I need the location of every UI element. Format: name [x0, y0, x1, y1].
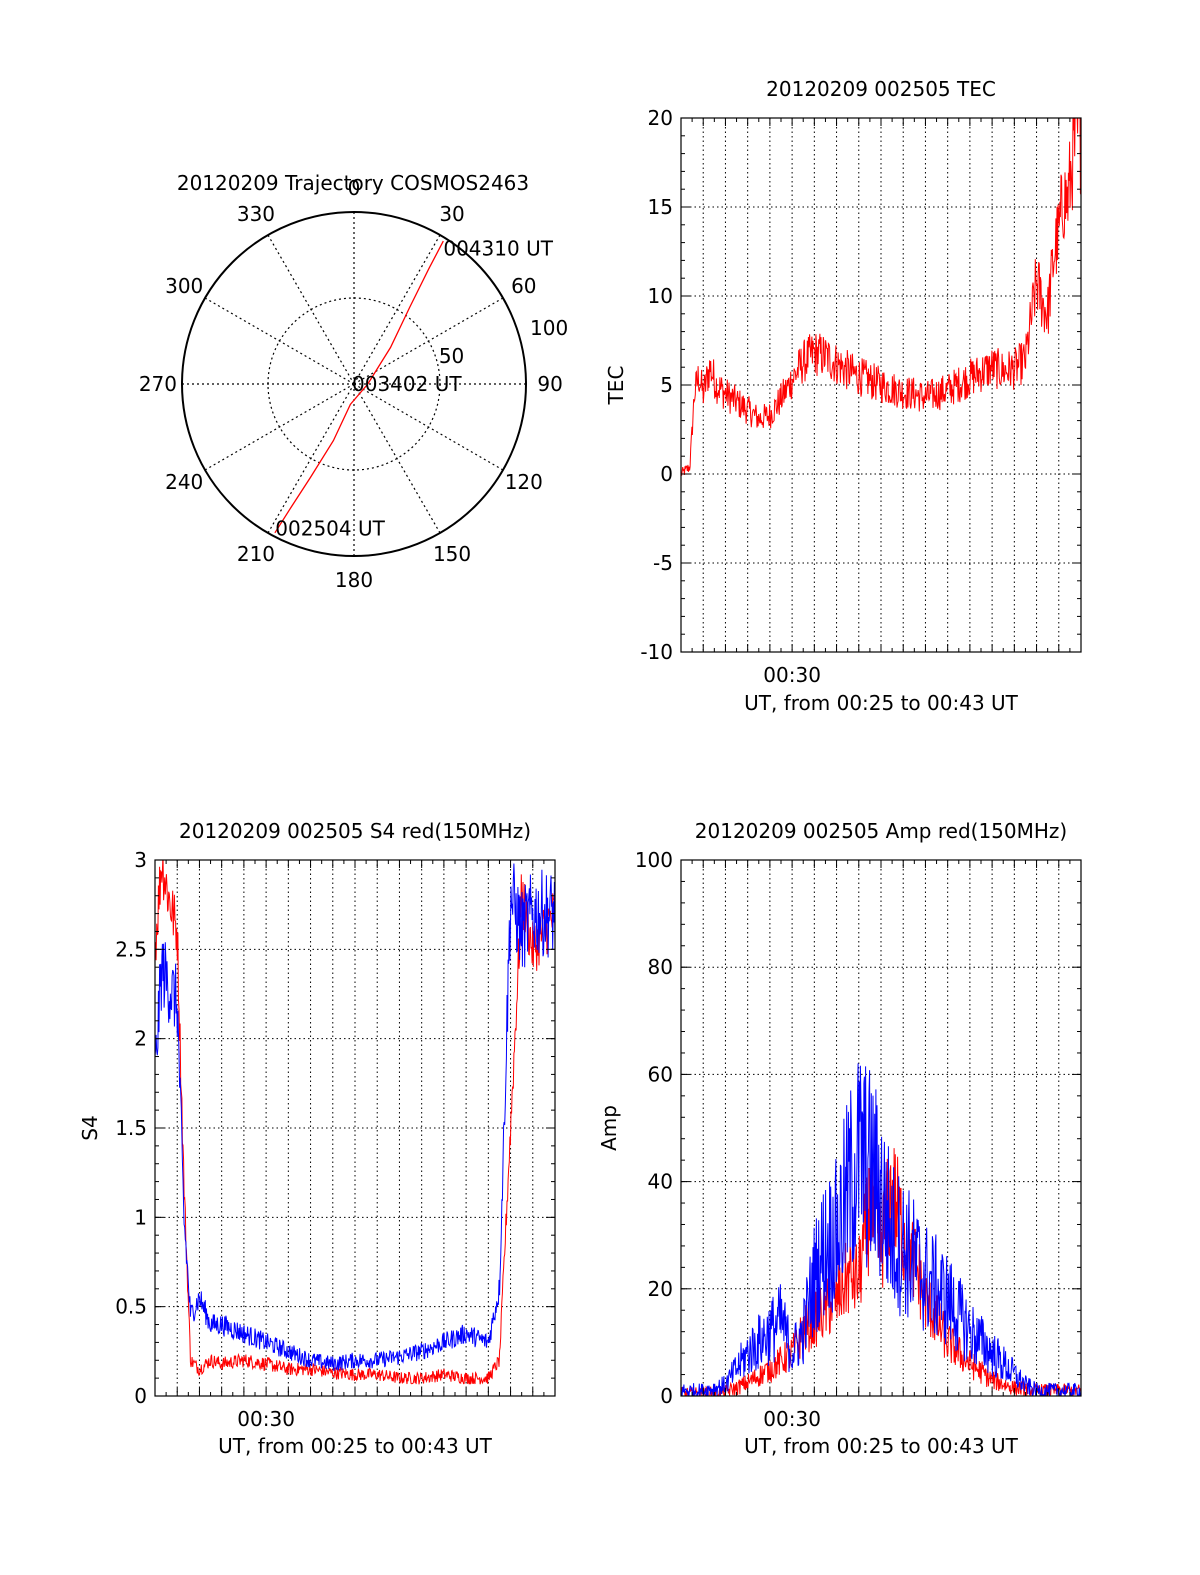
y-tick-label: 20	[648, 1277, 673, 1301]
series-line	[681, 1063, 1081, 1396]
y-tick-label: 0	[660, 462, 673, 486]
polar-azimuth-label: 60	[511, 274, 536, 298]
series-line	[681, 118, 1081, 476]
tec-xlabel: UT, from 00:25 to 00:43 UT	[744, 691, 1019, 715]
polar-spoke	[267, 234, 355, 385]
polar-azimuth-label: 90	[537, 372, 562, 396]
y-tick-label: 0	[134, 1384, 147, 1408]
y-tick-label: 1.5	[115, 1116, 147, 1140]
y-tick-label: -5	[653, 551, 673, 575]
s4-ylabel: S4	[78, 1115, 102, 1140]
polar-spoke	[353, 234, 441, 385]
series-line	[681, 1148, 1081, 1396]
polar-annotation: 003402 UT	[352, 372, 462, 396]
series-line	[155, 863, 555, 1372]
polar-spoke	[353, 297, 504, 385]
series-line	[155, 860, 555, 1385]
amp-title: 20120209 002505 Amp red(150MHz)	[695, 819, 1067, 843]
tick-marks	[680, 117, 1082, 653]
series-group	[681, 1063, 1081, 1396]
polar-trajectory-line	[274, 240, 444, 534]
polar-azimuth-label: 330	[237, 202, 275, 226]
y-tick-label: 5	[660, 373, 673, 397]
y-tick-label: 2.5	[115, 937, 147, 961]
polar-ring-labels: 50 100	[439, 316, 568, 368]
polar-azimuth-label: 0	[348, 176, 361, 200]
x-tick-label: 00:30	[237, 1407, 295, 1431]
grid-lines	[681, 860, 1081, 1396]
s4-chart: 20120209 002505 S4 red(150MHz) S4 UT, fr…	[78, 819, 556, 1458]
s4-title: 20120209 002505 S4 red(150MHz)	[179, 819, 531, 843]
tick-marks	[154, 859, 556, 1397]
polar-title: 20120209 Trajectory COSMOS2463	[177, 171, 529, 195]
polar-azimuth-label: 270	[139, 372, 177, 396]
polar-annotations: 004310 UT 003402 UT 002504 UT	[275, 237, 553, 541]
polar-spoke	[204, 297, 355, 385]
polar-spoke	[267, 383, 355, 534]
y-tick-label: 1	[134, 1205, 147, 1229]
y-tick-label: 80	[648, 955, 673, 979]
y-tick-label: 100	[635, 848, 673, 872]
y-tick-label: 3	[134, 848, 147, 872]
polar-annotation: 004310 UT	[443, 237, 553, 261]
tec-ylabel: TEC	[604, 366, 628, 406]
tec-chart: 20120209 002505 TEC TEC UT, from 00:25 t…	[604, 77, 1082, 715]
polar-spoke	[204, 383, 355, 471]
polar-spoke	[353, 383, 504, 471]
polar-azimuth-label: 180	[335, 568, 373, 592]
y-tick-label: 20	[648, 106, 673, 130]
y-tick-label: 10	[648, 284, 673, 308]
polar-azimuth-label: 120	[505, 470, 543, 494]
grid-lines	[155, 860, 555, 1396]
y-tick-label: 40	[648, 1170, 673, 1194]
tec-title: 20120209 002505 TEC	[766, 77, 996, 101]
y-tick-label: -10	[640, 640, 673, 664]
tick-marks	[680, 859, 1082, 1397]
polar-azimuth-label: 300	[165, 274, 203, 298]
y-tick-label: 0.5	[115, 1295, 147, 1319]
polar-azimuth-label: 150	[433, 542, 471, 566]
polar-ring-label: 100	[530, 316, 568, 340]
amp-ylabel: Amp	[597, 1105, 621, 1151]
polar-grid	[181, 211, 527, 557]
polar-trajectory-path	[274, 240, 444, 534]
y-tick-label: 15	[648, 195, 673, 219]
amp-xlabel: UT, from 00:25 to 00:43 UT	[744, 1434, 1019, 1458]
series-group	[681, 118, 1081, 476]
y-tick-label: 60	[648, 1062, 673, 1086]
y-tick-label: 2	[134, 1027, 147, 1051]
polar-azimuth-label: 240	[165, 470, 203, 494]
polar-spoke	[353, 383, 441, 534]
series-group	[155, 860, 555, 1385]
x-tick-label: 00:30	[763, 1407, 821, 1431]
polar-azimuth-label: 30	[439, 202, 464, 226]
polar-ring-label: 50	[439, 344, 464, 368]
s4-xlabel: UT, from 00:25 to 00:43 UT	[218, 1434, 493, 1458]
y-tick-label: 0	[660, 1384, 673, 1408]
polar-annotation: 002504 UT	[275, 516, 385, 540]
polar-trajectory-chart: 20120209 Trajectory COSMOS2463 0 30 60 90 12…	[139, 171, 568, 592]
amp-chart: 20120209 002505 Amp red(150MHz) Amp UT, …	[597, 819, 1082, 1458]
polar-azimuth-label: 210	[237, 542, 275, 566]
polar-azimuth-labels: 0 30 60 90 120 150 180 210 240 270 300 330	[139, 176, 563, 592]
x-tick-label: 00:30	[763, 663, 821, 687]
